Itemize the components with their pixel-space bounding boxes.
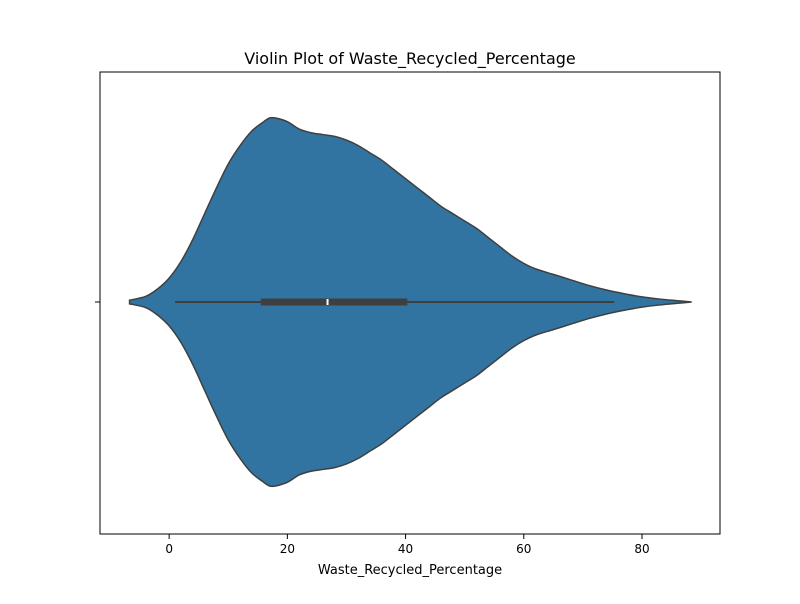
- plot-area: [128, 116, 692, 488]
- x-tick-label: 20: [280, 542, 295, 556]
- x-tick-label: 60: [516, 542, 531, 556]
- violin-iqr-box: [260, 298, 408, 306]
- x-tick-label: 40: [398, 542, 413, 556]
- x-tick-label: 0: [165, 542, 173, 556]
- x-tick-label: 80: [634, 542, 649, 556]
- x-axis: 0 20 40 60 80: [165, 534, 650, 556]
- plot-frame: [99, 71, 721, 535]
- violin-median: [326, 299, 329, 305]
- chart-title: Violin Plot of Waste_Recycled_Percentage: [244, 49, 576, 69]
- x-axis-label: Waste_Recycled_Percentage: [318, 563, 502, 578]
